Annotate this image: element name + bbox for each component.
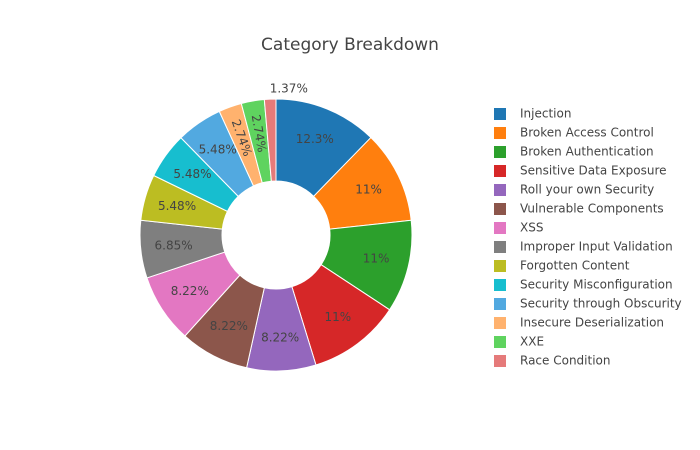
legend-label: Insecure Deserialization — [520, 316, 664, 330]
legend-item-xss[interactable]: XSS — [494, 221, 543, 235]
legend-label: Security through Obscurity — [520, 297, 682, 311]
slice-label-forgotten-content: 5.48% — [158, 199, 196, 213]
slice-label-injection: 12.3% — [296, 132, 334, 146]
slice-race-condition[interactable] — [263, 98, 277, 182]
legend-label: XSS — [520, 221, 543, 235]
legend-swatch — [494, 222, 506, 234]
legend-label: Vulnerable Components — [520, 202, 664, 216]
legend-swatch — [494, 241, 506, 253]
legend-label: Injection — [520, 107, 571, 121]
slice-label-improper-input-validation: 6.85% — [155, 238, 193, 252]
legend-item-roll-your-own-security[interactable]: Roll your own Security — [494, 183, 654, 197]
legend-item-security-misconfiguration[interactable]: Security Misconfiguration — [494, 278, 673, 292]
legend-swatch — [494, 279, 506, 291]
legend-item-injection[interactable]: Injection — [494, 107, 571, 121]
legend-swatch — [494, 336, 506, 348]
legend-label: Security Misconfiguration — [520, 278, 673, 292]
legend-item-security-through-obscurity[interactable]: Security through Obscurity — [494, 297, 682, 311]
legend-swatch — [494, 203, 506, 215]
legend-swatch — [494, 146, 506, 158]
legend-item-broken-authentication[interactable]: Broken Authentication — [494, 145, 654, 159]
legend-swatch — [494, 317, 506, 329]
legend-item-sensitive-data-exposure[interactable]: Sensitive Data Exposure — [494, 164, 667, 178]
legend[interactable]: Injection Broken Access Control Broken Aut… — [494, 107, 682, 368]
legend-item-vulnerable-components[interactable]: Vulnerable Components — [494, 202, 664, 216]
legend-label: Sensitive Data Exposure — [520, 164, 667, 178]
legend-item-insecure-deserialization[interactable]: Insecure Deserialization — [494, 316, 664, 330]
slice-label-xss: 8.22% — [171, 284, 209, 298]
legend-label: Race Condition — [520, 354, 611, 368]
slice-label-roll-your-own-security: 8.22% — [261, 330, 299, 344]
legend-swatch — [494, 108, 506, 120]
legend-item-broken-access-control[interactable]: Broken Access Control — [494, 126, 654, 140]
slice-label-sensitive-data-exposure: 11% — [324, 310, 351, 324]
legend-label: XXE — [520, 335, 544, 349]
legend-label: Broken Authentication — [520, 145, 654, 159]
legend-swatch — [494, 260, 506, 272]
legend-item-forgotten-content[interactable]: Forgotten Content — [494, 259, 630, 273]
slice-label-security-misconfiguration: 5.48% — [173, 167, 211, 181]
legend-label: Improper Input Validation — [520, 240, 673, 254]
legend-label: Roll your own Security — [520, 183, 654, 197]
slice-label-race-condition: 1.37% — [270, 82, 308, 96]
slice-label-vulnerable-components: 8.22% — [210, 319, 248, 333]
legend-item-xxe[interactable]: XXE — [494, 335, 544, 349]
legend-item-improper-input-validation[interactable]: Improper Input Validation — [494, 240, 673, 254]
legend-item-race-condition[interactable]: Race Condition — [494, 354, 611, 368]
slices-group — [139, 98, 413, 372]
legend-swatch — [494, 165, 506, 177]
slice-label-broken-authentication: 11% — [363, 252, 390, 266]
slice-label-security-through-obscurity: 5.48% — [199, 143, 237, 157]
slice-label-broken-access-control: 11% — [355, 182, 382, 196]
chart-title: Category Breakdown — [261, 35, 439, 55]
slice-label-xxe: 2.74% — [249, 113, 269, 153]
slice-labels-group: 12.3% 11% 11% 11% 8.22% 8.22% 8.22% 6.85% 5.48% 5… — [155, 82, 390, 345]
legend-label: Forgotten Content — [520, 259, 630, 273]
legend-swatch — [494, 355, 506, 367]
legend-swatch — [494, 184, 506, 196]
legend-swatch — [494, 127, 506, 139]
legend-label: Broken Access Control — [520, 126, 654, 140]
legend-swatch — [494, 298, 506, 310]
